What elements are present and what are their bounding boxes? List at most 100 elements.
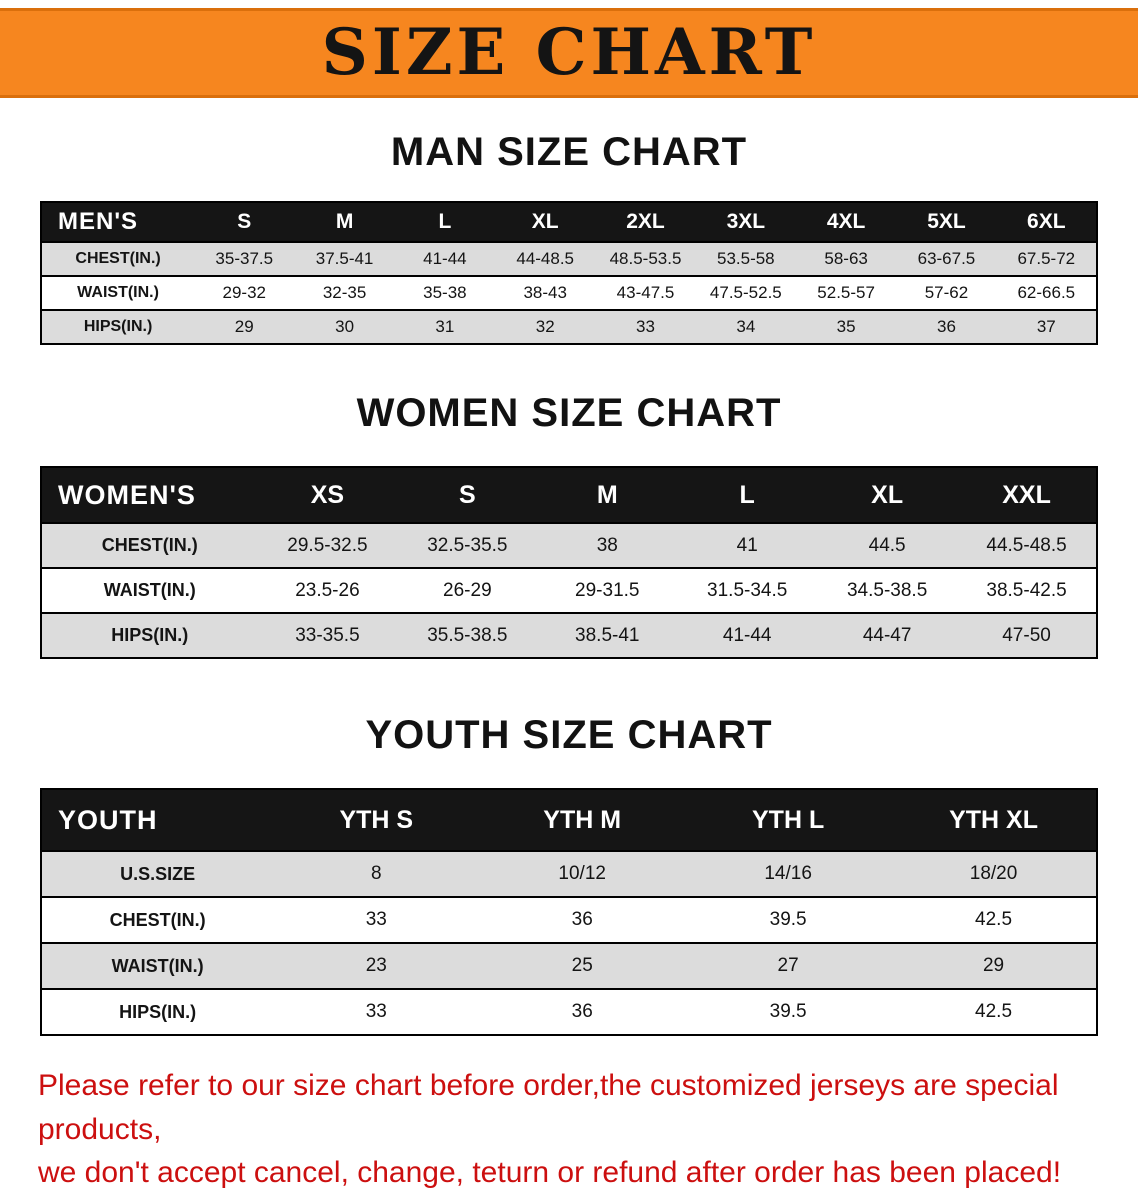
size-value-cell: 33 <box>365 1001 387 1022</box>
size-value-cell: 57-62 <box>924 283 969 302</box>
size-value-cell: 38 <box>596 534 618 556</box>
size-value-cell: 29.5-32.5 <box>287 534 368 556</box>
table-title-cell: WOMEN'S <box>58 479 196 510</box>
size-value-cell: 34.5-38.5 <box>846 579 928 601</box>
size-value-cell: 8 <box>370 863 382 884</box>
size-value-cell: 10/12 <box>558 863 606 884</box>
size-value-cell: 32 <box>535 317 555 336</box>
row-label: HIPS(IN.) <box>83 318 153 335</box>
row-label: U.S.SIZE <box>120 863 196 884</box>
size-value-cell: 29-32 <box>222 283 266 302</box>
youth-size-section: YOUTH SIZE CHART YOUTH YTH S YTH M YTH L YTH… <box>0 713 1138 1036</box>
table-title-cell: MEN'S <box>58 208 139 235</box>
table-title-cell: YOUTH <box>58 804 158 835</box>
size-column-header: YTH M <box>543 805 622 834</box>
size-value-cell: 52.5-57 <box>817 283 875 302</box>
men-section-heading: MAN SIZE CHART <box>390 130 748 174</box>
size-column-header: L <box>438 210 452 233</box>
size-value-cell: 34 <box>736 317 756 336</box>
table-row: HIPS(IN.) 33-35.5 35.5-38.5 38.5-41 41-44 44-… <box>41 613 1097 658</box>
size-column-header: 6XL <box>1027 210 1066 233</box>
size-value-cell: 43-47.5 <box>616 283 675 302</box>
size-value-cell: 35-37.5 <box>215 249 274 268</box>
size-value-cell: 33 <box>636 317 655 336</box>
size-value-cell: 63-67.5 <box>917 249 976 268</box>
size-value-cell: 39.5 <box>769 1001 807 1022</box>
size-column-header: XXL <box>1002 480 1051 509</box>
banner: SIZE CHART <box>0 8 1138 98</box>
table-row: WAIST(IN.) 23 25 27 29 <box>41 943 1097 989</box>
size-column-header: YTH S <box>339 805 414 834</box>
size-value-cell: 44-47 <box>862 624 912 646</box>
size-column-header: 4XL <box>826 210 866 233</box>
size-value-cell: 47-50 <box>1002 624 1051 646</box>
size-value-cell: 62-66.5 <box>1017 283 1076 302</box>
size-value-cell: 36 <box>571 909 593 930</box>
disclaimer-line-2: we don't accept cancel, change, teturn o… <box>38 1156 1062 1189</box>
size-value-cell: 35 <box>836 317 856 336</box>
size-value-cell: 42.5 <box>975 909 1013 930</box>
men-size-section: MAN SIZE CHART MEN'S S M L XL 2XL 3XL 4XL 5XL 6XL… <box>0 130 1138 345</box>
size-value-cell: 23.5-26 <box>295 579 360 601</box>
size-value-cell: 67.5-72 <box>1017 249 1076 268</box>
size-column-header: XS <box>310 480 345 509</box>
table-row: CHEST(IN.) 29.5-32.5 32.5-35.5 38 41 44.5 44.5… <box>41 523 1097 568</box>
size-value-cell: 44.5 <box>868 534 906 556</box>
size-value-cell: 29 <box>234 317 254 336</box>
size-value-cell: 18/20 <box>969 863 1018 884</box>
row-label: CHEST(IN.) <box>75 250 161 267</box>
size-value-cell: 33 <box>365 909 387 930</box>
youth-section-heading: YOUTH SIZE CHART <box>365 713 773 757</box>
size-value-cell: 25 <box>571 955 593 976</box>
size-value-cell: 32.5-35.5 <box>427 534 508 556</box>
size-value-cell: 41 <box>736 534 758 556</box>
size-value-cell: 58-63 <box>824 249 868 268</box>
row-label: CHEST(IN.) <box>109 909 206 930</box>
table-row: HIPS(IN.) 29 30 31 32 33 34 35 36 37 <box>41 310 1097 344</box>
size-value-cell: 48.5-53.5 <box>609 249 682 268</box>
table-header-row: YOUTH YTH S YTH M YTH L YTH XL <box>41 789 1097 851</box>
size-value-cell: 26-29 <box>443 579 492 601</box>
size-value-cell: 29-31.5 <box>575 579 640 601</box>
size-column-header: XL <box>531 210 559 233</box>
size-value-cell: 38-43 <box>523 283 567 302</box>
size-value-cell: 29 <box>982 955 1005 976</box>
men-size-table: MEN'S S M L XL 2XL 3XL 4XL 5XL 6XL CHEST(IN.) 35-37… <box>40 201 1098 345</box>
size-value-cell: 53.5-58 <box>716 249 775 268</box>
size-value-cell: 42.5 <box>975 1001 1013 1022</box>
youth-size-table: YOUTH YTH S YTH M YTH L YTH XL U.S.SIZE 8 10/12… <box>40 788 1098 1036</box>
table-row: CHEST(IN.) 33 36 39.5 42.5 <box>41 897 1097 943</box>
size-column-header: 5XL <box>927 210 966 233</box>
row-label: HIPS(IN.) <box>111 625 189 645</box>
size-column-header: 3XL <box>726 210 766 233</box>
size-value-cell: 38.5-42.5 <box>986 579 1067 601</box>
size-value-cell: 23 <box>365 955 387 976</box>
size-value-cell: 33-35.5 <box>295 624 360 646</box>
table-header-row: MEN'S S M L XL 2XL 3XL 4XL 5XL 6XL <box>41 202 1097 242</box>
row-label: WAIST(IN.) <box>111 955 204 976</box>
page-title: SIZE CHART <box>321 15 817 90</box>
table-row: HIPS(IN.) 33 36 39.5 42.5 <box>41 989 1097 1035</box>
size-value-cell: 41-44 <box>423 249 467 268</box>
size-value-cell: 32-35 <box>322 283 367 302</box>
table-row: WAIST(IN.) 23.5-26 26-29 29-31.5 31.5-34.5 34… <box>41 568 1097 613</box>
table-row: CHEST(IN.) 35-37.5 37.5-41 41-44 44-48.5 48.5… <box>41 242 1097 276</box>
disclaimer: Please refer to our size chart before or… <box>38 1064 1108 1195</box>
row-label: CHEST(IN.) <box>101 535 198 555</box>
size-value-cell: 36 <box>936 317 956 336</box>
size-column-header: M <box>596 480 618 509</box>
size-value-cell: 44.5-48.5 <box>986 534 1067 556</box>
size-value-cell: 39.5 <box>769 909 807 930</box>
disclaimer-line-1: Please refer to our size chart before or… <box>38 1069 1059 1146</box>
women-size-table: WOMEN'S XS S M L XL XXL CHEST(IN.) 29.5-32.5 32.5… <box>40 466 1098 659</box>
size-chart-page: SIZE CHART MAN SIZE CHART MEN'S S M L XL 2XL 3… <box>0 8 1138 1189</box>
size-value-cell: 41-44 <box>722 624 772 646</box>
size-value-cell: 31.5-34.5 <box>707 579 788 601</box>
size-column-header: S <box>459 480 476 509</box>
size-column-header: S <box>237 210 252 233</box>
size-column-header: M <box>335 210 354 233</box>
row-label: WAIST(IN.) <box>77 284 159 301</box>
size-column-header: 2XL <box>626 210 665 233</box>
women-section-heading: WOMEN SIZE CHART <box>356 391 782 435</box>
women-size-section: WOMEN SIZE CHART WOMEN'S XS S M L XL XXL CHEST(… <box>0 391 1138 659</box>
